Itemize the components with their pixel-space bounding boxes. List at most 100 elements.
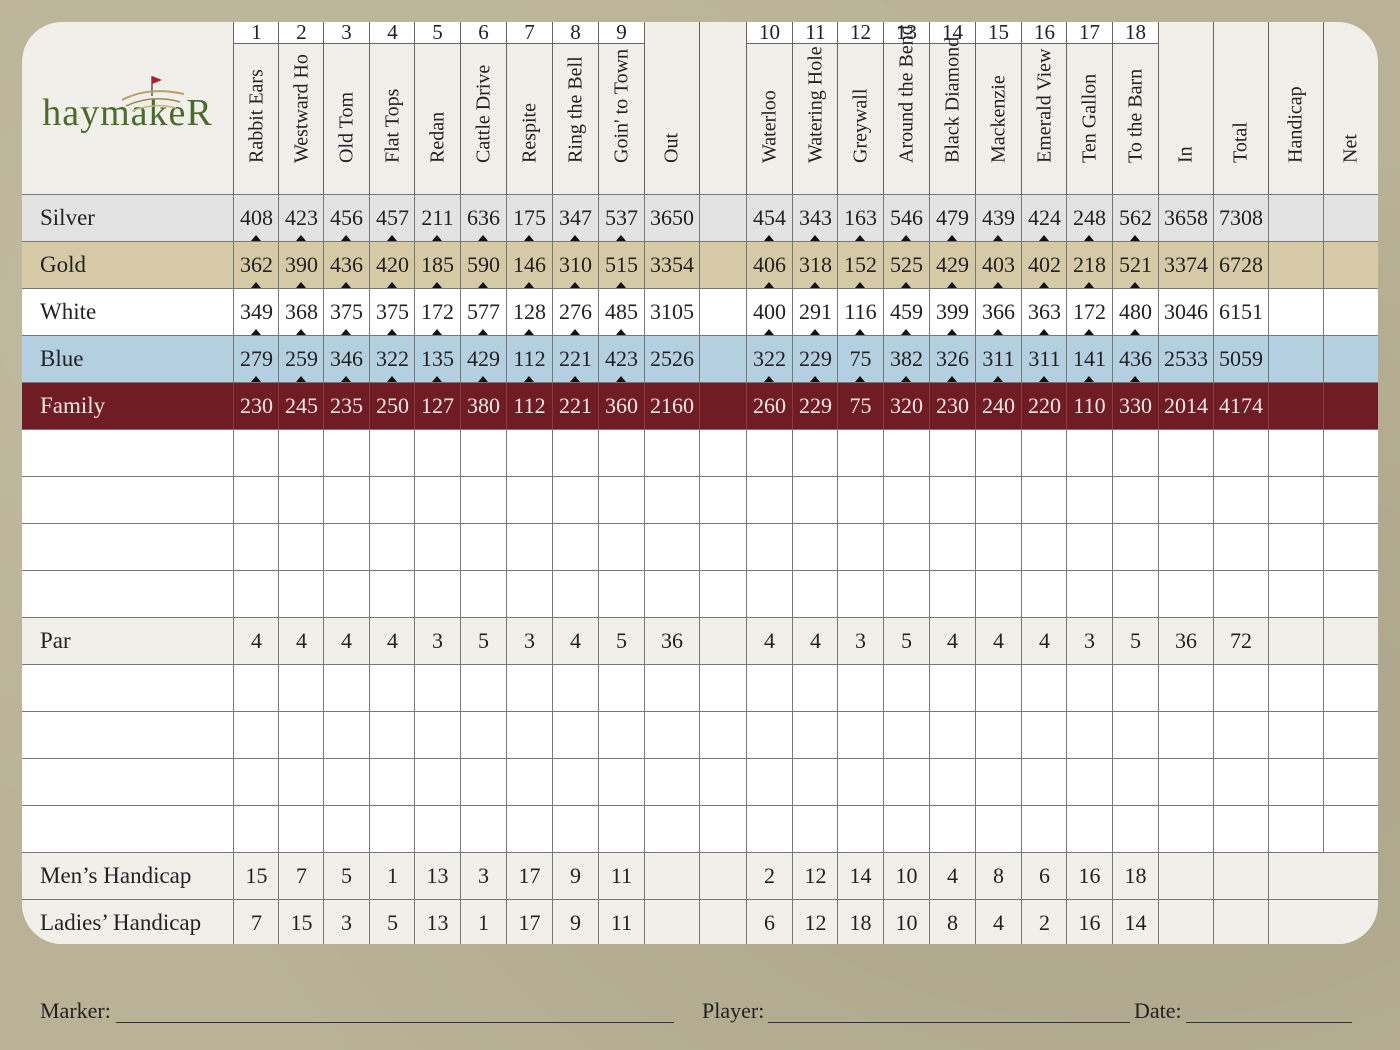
score-cell[interactable] — [278, 430, 324, 476]
score-cell[interactable] — [323, 712, 369, 758]
score-cell[interactable] — [460, 430, 506, 476]
score-cell[interactable] — [929, 759, 975, 805]
score-cell[interactable] — [369, 759, 415, 805]
in-value[interactable] — [1158, 712, 1213, 758]
score-cell[interactable] — [323, 524, 369, 570]
score-cell[interactable] — [837, 806, 883, 852]
in-value[interactable] — [1158, 477, 1213, 523]
score-cell[interactable] — [929, 524, 975, 570]
score-cell[interactable] — [1021, 806, 1067, 852]
score-cell[interactable] — [460, 571, 506, 617]
score-cell[interactable] — [233, 806, 279, 852]
score-cell[interactable] — [746, 477, 792, 523]
score-cell[interactable] — [323, 806, 369, 852]
score-cell[interactable] — [369, 571, 415, 617]
score-cell[interactable] — [1021, 430, 1067, 476]
score-cell[interactable] — [278, 524, 324, 570]
score-cell[interactable] — [792, 571, 838, 617]
out-value[interactable] — [644, 759, 699, 805]
score-cell[interactable] — [552, 759, 598, 805]
score-cell[interactable] — [369, 524, 415, 570]
score-cell[interactable] — [278, 665, 324, 711]
score-cell[interactable] — [1112, 430, 1158, 476]
in-value[interactable] — [1158, 806, 1213, 852]
in-value[interactable] — [1158, 571, 1213, 617]
score-cell[interactable] — [369, 712, 415, 758]
score-cell[interactable] — [1021, 759, 1067, 805]
score-cell[interactable] — [598, 430, 644, 476]
score-cell[interactable] — [460, 524, 506, 570]
handicap-value[interactable] — [1268, 806, 1323, 852]
score-cell[interactable] — [975, 571, 1021, 617]
score-cell[interactable] — [506, 524, 552, 570]
score-cell[interactable] — [414, 430, 460, 476]
score-cell[interactable] — [506, 430, 552, 476]
score-cell[interactable] — [837, 477, 883, 523]
out-value[interactable] — [644, 806, 699, 852]
total-value[interactable] — [1213, 712, 1268, 758]
net-value[interactable] — [1323, 712, 1378, 758]
score-cell[interactable] — [746, 430, 792, 476]
score-cell[interactable] — [598, 665, 644, 711]
score-cell[interactable] — [460, 477, 506, 523]
score-cell[interactable] — [792, 806, 838, 852]
total-value[interactable] — [1213, 571, 1268, 617]
score-cell[interactable] — [278, 759, 324, 805]
score-cell[interactable] — [323, 665, 369, 711]
score-cell[interactable] — [1112, 759, 1158, 805]
net-value[interactable] — [1323, 571, 1378, 617]
score-cell[interactable] — [369, 430, 415, 476]
net-value[interactable] — [1323, 759, 1378, 805]
score-cell[interactable] — [414, 665, 460, 711]
score-cell[interactable] — [975, 712, 1021, 758]
score-cell[interactable] — [233, 571, 279, 617]
score-cell[interactable] — [278, 806, 324, 852]
score-cell[interactable] — [369, 477, 415, 523]
score-cell[interactable] — [552, 712, 598, 758]
score-cell[interactable] — [1112, 712, 1158, 758]
net-value[interactable] — [1323, 430, 1378, 476]
score-cell[interactable] — [323, 477, 369, 523]
net-value[interactable] — [1323, 477, 1378, 523]
score-cell[interactable] — [552, 806, 598, 852]
score-cell[interactable] — [1021, 524, 1067, 570]
score-cell[interactable] — [1112, 524, 1158, 570]
score-cell[interactable] — [233, 477, 279, 523]
score-cell[interactable] — [1021, 712, 1067, 758]
score-cell[interactable] — [414, 524, 460, 570]
score-cell[interactable] — [233, 665, 279, 711]
score-cell[interactable] — [929, 806, 975, 852]
score-cell[interactable] — [323, 430, 369, 476]
score-cell[interactable] — [1112, 665, 1158, 711]
score-cell[interactable] — [233, 430, 279, 476]
net-value[interactable] — [1323, 665, 1378, 711]
score-cell[interactable] — [837, 571, 883, 617]
score-cell[interactable] — [975, 806, 1021, 852]
score-cell[interactable] — [1066, 665, 1112, 711]
score-cell[interactable] — [746, 712, 792, 758]
score-cell[interactable] — [746, 806, 792, 852]
score-cell[interactable] — [883, 806, 929, 852]
score-cell[interactable] — [598, 571, 644, 617]
handicap-value[interactable] — [1268, 712, 1323, 758]
score-cell[interactable] — [506, 806, 552, 852]
score-cell[interactable] — [746, 571, 792, 617]
score-cell[interactable] — [975, 759, 1021, 805]
total-value[interactable] — [1213, 430, 1268, 476]
score-cell[interactable] — [883, 665, 929, 711]
score-cell[interactable] — [929, 665, 975, 711]
score-cell[interactable] — [278, 571, 324, 617]
handicap-value[interactable] — [1268, 477, 1323, 523]
out-value[interactable] — [644, 712, 699, 758]
score-cell[interactable] — [460, 665, 506, 711]
out-value[interactable] — [644, 571, 699, 617]
score-cell[interactable] — [414, 806, 460, 852]
score-cell[interactable] — [1066, 524, 1112, 570]
net-value[interactable] — [1323, 806, 1378, 852]
score-cell[interactable] — [883, 712, 929, 758]
score-cell[interactable] — [975, 430, 1021, 476]
total-value[interactable] — [1213, 806, 1268, 852]
score-cell[interactable] — [746, 665, 792, 711]
score-cell[interactable] — [1021, 571, 1067, 617]
score-cell[interactable] — [1021, 477, 1067, 523]
